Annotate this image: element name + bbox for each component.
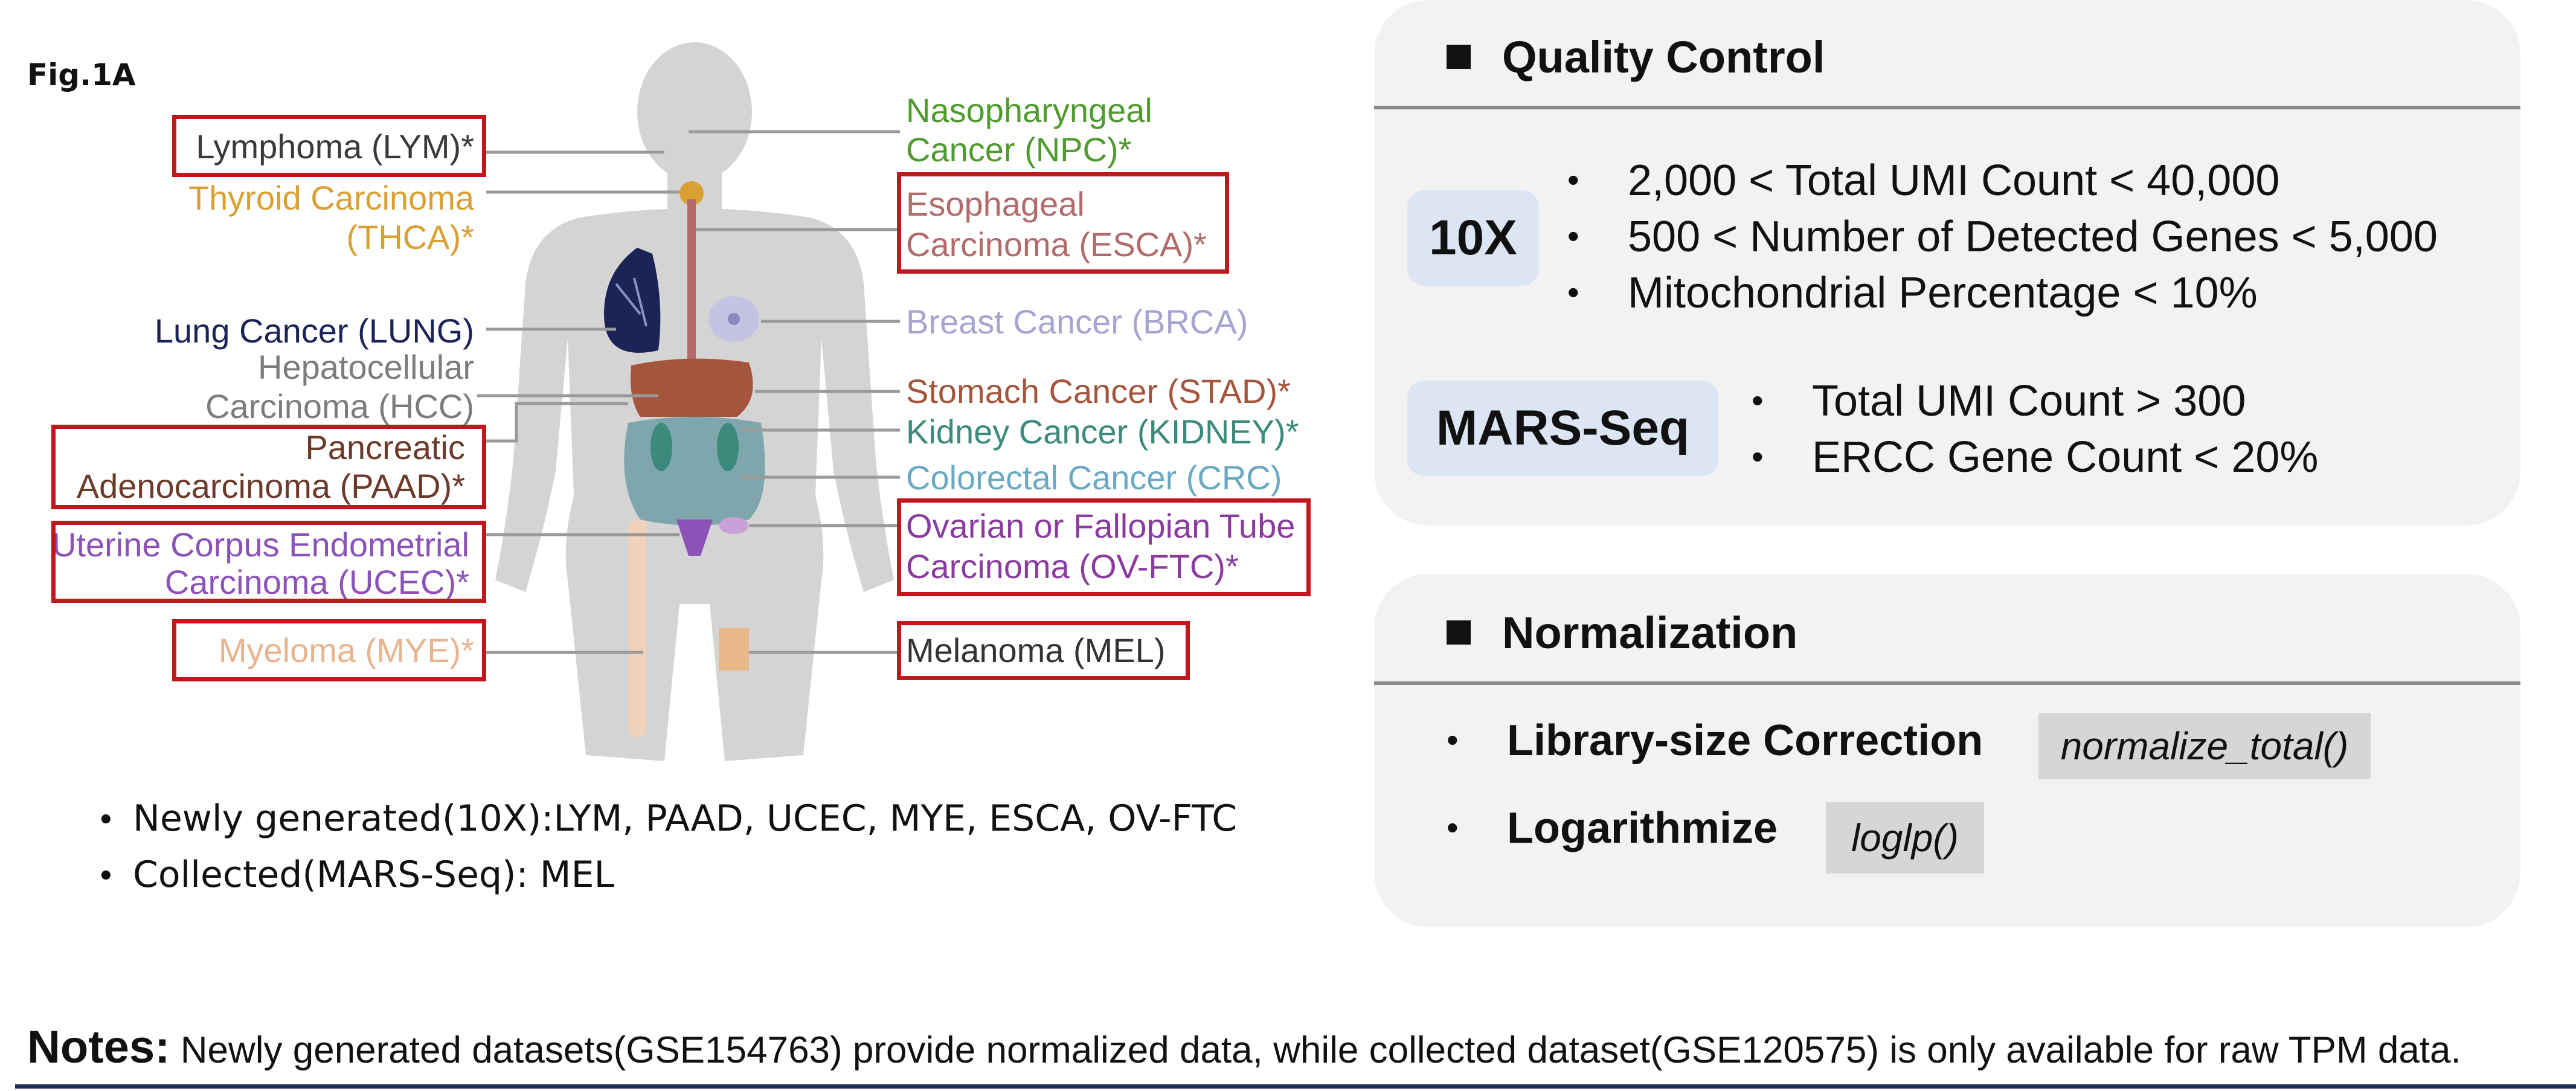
- bone-marrow-organ: [628, 520, 646, 737]
- label-esca-line1: Esophageal: [906, 185, 1085, 223]
- square-bullet-icon: [1447, 45, 1471, 69]
- dataset-legend: Newly generated(10X):LYM, PAAD, UCEC, MY…: [97, 791, 1237, 904]
- criteria-10x: 2,000 < Total UMI Count < 40,000 500 < N…: [1567, 154, 2438, 323]
- label-brca: Breast Cancer (BRCA): [906, 303, 1248, 341]
- normalization-divider: [1374, 681, 2520, 685]
- figure-label: Fig.1A: [27, 57, 136, 92]
- highlight-box-lym: [172, 115, 486, 177]
- label-hcc-line1: Hepatocellular: [258, 348, 474, 386]
- label-stad: Stomach Cancer (STAD)*: [906, 372, 1291, 410]
- colon-organ: [624, 417, 765, 526]
- label-mel: Melanoma (MEL): [906, 631, 1166, 669]
- skin-organ: [719, 628, 749, 671]
- label-paad-line1: Pancreatic: [305, 428, 465, 466]
- criteria-item: ERCC Gene Count < 20%: [1752, 431, 2318, 487]
- label-ucec-line1: Uterine Corpus Endometrial: [52, 526, 469, 564]
- normalization-panel: Normalization • Library-size Correction n…: [1374, 574, 2520, 927]
- notes-text: Newly generated datasets(GSE154763) prov…: [170, 1029, 2461, 1071]
- highlight-box-mel: [897, 621, 1190, 680]
- highlight-box-paad: [51, 425, 486, 509]
- stomach-liver-organ: [631, 358, 753, 417]
- code-loglp: loglp(): [1826, 802, 1984, 874]
- label-lung: Lung Cancer (LUNG): [154, 312, 474, 350]
- legend-item-newly-generated: Newly generated(10X):LYM, PAAD, UCEC, MY…: [97, 791, 1237, 848]
- thyroid-organ: [679, 181, 704, 205]
- normalization-step: • Library-size Correction: [1447, 716, 1983, 765]
- lung-organ: [604, 248, 661, 353]
- criteria-item: 500 < Number of Detected Genes < 5,000: [1567, 210, 2438, 266]
- criteria-mars-seq: Total UMI Count > 300 ERCC Gene Count < …: [1752, 375, 2318, 487]
- tag-10x: 10X: [1407, 190, 1539, 286]
- normalization-title: Normalization: [1502, 608, 1798, 658]
- normalization-heading: Normalization: [1447, 607, 1797, 658]
- criteria-item: Mitochondrial Percentage < 10%: [1567, 266, 2438, 323]
- legend-item-collected: Collected(MARS-Seq): MEL: [97, 848, 1237, 904]
- qc-title: Quality Control: [1502, 32, 1825, 82]
- kidney-organ: [650, 423, 672, 471]
- leader-lines: [477, 130, 900, 654]
- esophagus-organ: [687, 199, 696, 362]
- step-label-library-size: Library-size Correction: [1507, 716, 1983, 765]
- highlight-box-ovftc: [897, 498, 1311, 596]
- uterus-organ: [676, 520, 713, 556]
- normalization-step: • Logarithmize: [1447, 804, 1778, 852]
- highlight-box-mye: [172, 619, 486, 681]
- qc-divider: [1374, 106, 2520, 109]
- notes: Notes: Newly generated datasets(GSE15476…: [27, 1021, 2461, 1073]
- label-ovftc-line2: Carcinoma (OV-FTC)*: [906, 547, 1239, 585]
- label-ovftc-line1: Ovarian or Fallopian Tube: [906, 507, 1296, 545]
- label-hcc-line2: Carcinoma (HCC): [205, 387, 474, 425]
- label-lym: Lymphoma (LYM)*: [196, 127, 474, 166]
- step-label-logarithmize: Logarithmize: [1507, 804, 1778, 852]
- quality-control-panel: Quality Control 10X 2,000 < Total UMI Co…: [1374, 0, 2520, 526]
- label-crc: Colorectal Cancer (CRC): [906, 459, 1282, 497]
- code-normalize-total: normalize_total(): [2038, 713, 2371, 779]
- label-paad-line2: Adenocarcinoma (PAAD)*: [76, 467, 465, 505]
- highlight-box-esca: [897, 172, 1229, 274]
- notes-label: Notes:: [27, 1022, 170, 1073]
- label-npc-line1: Nasopharyngeal: [906, 91, 1152, 129]
- bottom-divider: [15, 1084, 2576, 1089]
- qc-heading: Quality Control: [1447, 31, 1825, 83]
- criteria-item: Total UMI Count > 300: [1752, 375, 2318, 431]
- label-thca-line1: Thyroid Carcinoma: [188, 179, 474, 217]
- label-thca-line2: (THCA)*: [346, 218, 474, 256]
- tag-mars-seq: MARS-Seq: [1407, 381, 1718, 476]
- square-bullet-icon: [1447, 620, 1471, 645]
- label-kidney: Kidney Cancer (KIDNEY)*: [906, 413, 1299, 451]
- label-esca-line2: Carcinoma (ESCA)*: [906, 225, 1207, 263]
- criteria-item: 2,000 < Total UMI Count < 40,000: [1567, 154, 2438, 210]
- body-illustration: [477, 42, 900, 761]
- label-mye: Myeloma (MYE)*: [218, 631, 474, 669]
- label-npc-line2: Cancer (NPC)*: [906, 130, 1132, 169]
- highlight-box-ucec: Uterine Corpus Endometrial Carcinoma (UC…: [51, 521, 486, 603]
- label-ucec-line2: Carcinoma (UCEC)*: [164, 563, 469, 601]
